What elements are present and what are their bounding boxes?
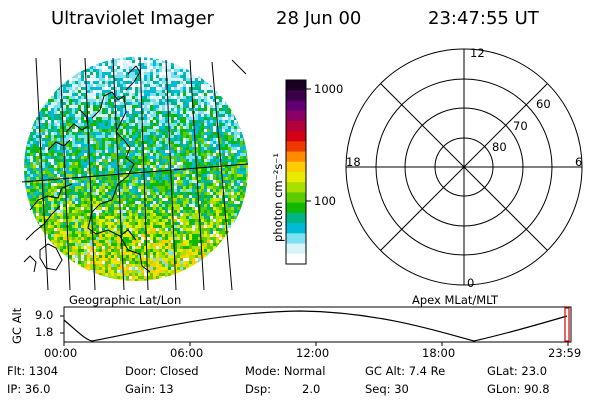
colorbar [285,79,311,265]
colorbar-swatch [286,131,306,142]
gain-value: Gain: 13 [125,382,174,396]
left-panel-caption: Geographic Lat/Lon [69,293,182,307]
colorbar-swatch [286,192,306,204]
altitude-tick-9: 9.0 [35,308,54,322]
colorbar-swatches [286,80,306,265]
geographic-latitude: GLat: 23.0 [487,364,548,378]
mlt-label-0: 0 [467,276,475,290]
uv-intensity-pixels [24,57,248,281]
flight-number: Flt: 1304 [7,364,59,378]
date-label: 28 Jun 00 [276,8,362,29]
polar-grid [345,48,583,286]
colorbar-swatch [286,172,306,183]
colorbar-unit-label: photon cm⁻²s⁻¹ [271,153,285,242]
time-tick-1800: 18:00 [422,346,456,360]
colorbar-swatch [286,243,306,255]
time-label: 23:47:55 UT [428,8,539,29]
colorbar-swatch [286,141,306,153]
time-tick-1200: 12:00 [296,346,330,360]
colorbar-swatch [286,100,306,112]
coastline-outlines [23,65,151,273]
time-tick-0600: 06:00 [170,346,204,360]
colorbar-swatch [286,212,306,224]
colorbar-swatch [286,120,306,132]
mlt-label-18: 18 [346,155,361,169]
colorbar-swatch [286,90,306,102]
uv-image-panel [22,57,249,290]
colorbar-tick-1000: 1000 [314,82,344,96]
mlat-label-70: 70 [513,119,528,133]
right-panel-caption: Apex MLat/MLT [412,293,499,307]
x-tick-marks [63,342,569,346]
mlt-label-12: 12 [470,46,485,60]
colorbar-swatch [286,233,306,245]
door-status: Door: Closed [125,364,199,378]
colorbar-swatch [286,253,306,265]
gc-altitude: GC Alt: 7.4 Re [365,364,446,378]
sequence-number: Seq: 30 [365,382,409,396]
colorbar-swatch [286,80,306,91]
altitude-curve [63,310,568,342]
colorbar-swatch [286,151,306,163]
mlat-label-80: 80 [492,140,507,154]
mlt-label-6: 6 [575,155,583,169]
mode-status: Mode: Normal [245,364,326,378]
geographic-longitude: GLon: 90.8 [487,382,550,396]
altitude-axis-label: GC Alt [10,307,24,344]
altitude-strip [60,306,572,346]
ip-value: IP: 36.0 [7,382,51,396]
colorbar-swatch [286,223,306,234]
current-time-marker [564,307,570,342]
time-tick-0000: 00:00 [44,346,78,360]
colorbar-tick-100: 100 [314,194,336,208]
instrument-title: Ultraviolet Imager [51,8,214,29]
dsp-label: Dsp: [245,382,272,396]
colorbar-swatch [286,202,306,214]
colorbar-swatch [286,182,306,194]
colorbar-swatch [286,110,306,122]
time-tick-2359: 23:59 [548,346,582,360]
geographic-grid [22,58,249,290]
altitude-tick-1-8: 1.8 [35,325,54,339]
mlat-label-60: 60 [536,97,551,111]
dsp-value: 2.0 [302,382,321,396]
colorbar-swatch [286,161,306,173]
